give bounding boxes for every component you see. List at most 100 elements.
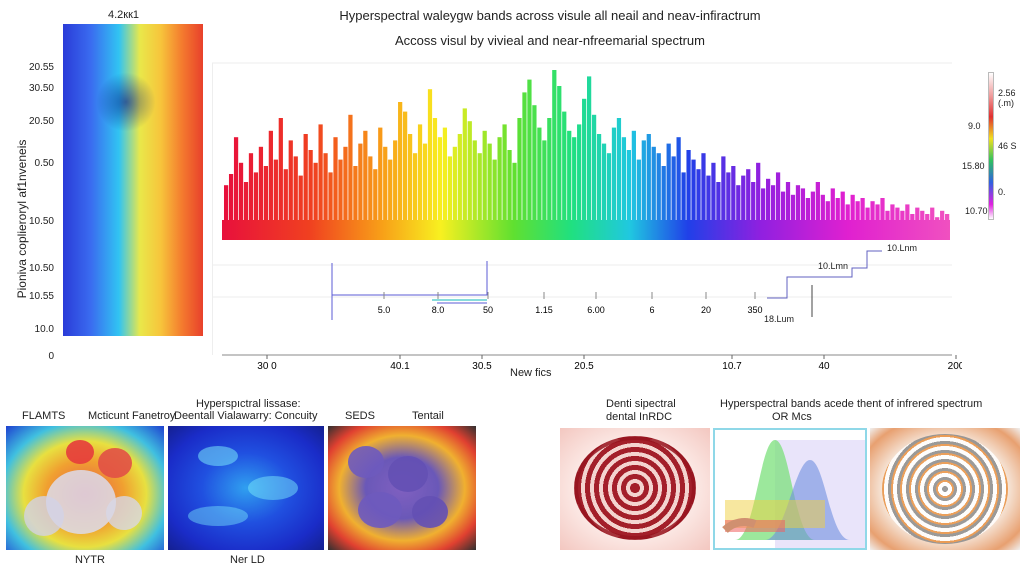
- spectrum-bar: [557, 86, 562, 230]
- spectrum-bar: [651, 146, 656, 230]
- spectrum-bar: [283, 169, 288, 230]
- spectrum-bar: [298, 175, 303, 230]
- spectrum-bar: [532, 105, 537, 230]
- spectrum-bar: [407, 134, 413, 230]
- spectral-curves-illustration: [722, 440, 865, 548]
- panel2-title-2: Deentall Vialawarry: Concuity: [174, 410, 318, 422]
- heatmap-y-tick: 30.50: [28, 83, 54, 94]
- spectrum-bar: [810, 191, 815, 230]
- spectrum-bar: [368, 156, 373, 230]
- inner-tick-label: 5.0: [378, 305, 391, 315]
- heatmap-title: 4.2кк1: [108, 9, 140, 21]
- chart-title: Hyperspectral waleygw bands across visul…: [339, 8, 761, 23]
- spectrum-bar: [388, 159, 393, 230]
- spectrum-bar-chart: 5.0 8.0 50 1.15 6.00 6 20 350 30 0 40.1 30.5 20.5 1…: [212, 62, 962, 372]
- spectrum-bar: [646, 134, 651, 230]
- heatmap-y-tick: 10.0: [34, 324, 54, 335]
- spectrum-bar: [587, 76, 592, 231]
- spectrum-bar: [875, 204, 880, 230]
- spectrum-bar: [721, 156, 726, 230]
- spectrum-bar: [800, 188, 806, 230]
- spectral-curves-panel: [713, 428, 867, 550]
- panel2-bottom-label: Ner LD: [230, 554, 265, 566]
- spectrum-bar: [880, 198, 885, 230]
- spectrum-bar: [572, 137, 577, 230]
- colorbar-label: 15.80: [962, 161, 985, 171]
- spectrum-bar: [308, 150, 313, 230]
- colorbar-label: 46 S: [998, 141, 1017, 151]
- spectrum-bar: [373, 169, 378, 230]
- spectrum-bar: [770, 185, 776, 230]
- spectrum-bar: [681, 172, 686, 230]
- spectrum-bar: [716, 182, 721, 230]
- spectrum-bar: [358, 143, 363, 230]
- spectrum-bar: [328, 172, 333, 230]
- spectrum-bar: [621, 137, 627, 230]
- spectrum-bar: [462, 108, 467, 230]
- step-line-left: [331, 261, 488, 320]
- spectrum-bar: [517, 118, 522, 230]
- inner-tick-label: 50: [483, 305, 493, 315]
- spectrum-bar: [363, 130, 368, 230]
- spectrum-bar: [437, 137, 443, 230]
- spectrum-bar: [676, 137, 681, 230]
- spectrum-bar: [815, 182, 820, 230]
- x-tick-label: 30 0: [257, 361, 277, 372]
- spectrum-bar: [228, 174, 234, 230]
- spectrum-bar: [780, 191, 786, 230]
- inner-tick-label: 8.0: [432, 305, 445, 315]
- spectrum-bar: [263, 166, 269, 230]
- tissue-heatmap-panel-2: [168, 426, 324, 550]
- x-tick-label: 40: [818, 361, 830, 372]
- spectrum-bar: [288, 140, 293, 230]
- spectrum-bar: [278, 118, 283, 230]
- spectrum-bar: [383, 146, 388, 230]
- panel3-left-label: SEDS: [345, 410, 375, 422]
- heatmap-y-tick: 10.50: [28, 263, 54, 274]
- spectrum-bar: [611, 127, 617, 230]
- chart-subtitle: Accoss visul by vivieal and near-nfreema…: [395, 33, 705, 48]
- spectrum-bar: [795, 185, 801, 230]
- spectrum-bar: [378, 127, 383, 230]
- panel5-title-2: OR Mcs: [772, 411, 812, 423]
- spectrum-bar: [268, 130, 273, 230]
- spectrum-bar: [766, 178, 771, 230]
- spectrum-bar: [895, 207, 900, 230]
- spectrum-bar: [686, 150, 691, 230]
- spectrum-bar: [855, 201, 860, 230]
- spectrum-band: [222, 220, 950, 240]
- spectrum-bar: [641, 140, 646, 230]
- spectrum-bar: [258, 146, 264, 230]
- x-ticks-group: 30 0 40.1 30.5 20.5 10.7 40 200: [257, 355, 962, 372]
- spectrum-bar: [403, 111, 408, 230]
- spectrum-bar: [736, 185, 741, 230]
- x-tick-label: 10.7: [722, 361, 742, 372]
- spectrum-bar: [606, 153, 612, 230]
- spectrum-bar: [412, 153, 418, 230]
- tissue-heatmap-panel-1: [6, 426, 164, 550]
- spectrum-bar: [417, 124, 423, 230]
- spectrum-bar: [522, 92, 527, 231]
- panel3-right-label: Tentail: [412, 410, 444, 422]
- x-axis-label: New fics: [510, 367, 552, 379]
- spectrum-bar: [472, 140, 477, 230]
- spectrum-bar: [830, 188, 835, 230]
- bars-group: [224, 70, 950, 231]
- spectrum-bar: [323, 153, 328, 230]
- spectrum-bar: [537, 127, 542, 230]
- spectrum-bar: [482, 130, 487, 230]
- spectrum-bar: [865, 207, 870, 230]
- spectrum-bar: [457, 134, 462, 230]
- annotation-1: 10.Lnm: [887, 243, 918, 253]
- annotation-2: 10.Lmn: [818, 261, 849, 271]
- spectrum-bar: [318, 124, 323, 230]
- spectrum-bar: [905, 204, 910, 230]
- spectrum-bar: [666, 143, 671, 230]
- spectrum-bar: [432, 118, 438, 230]
- inner-tick-label: 1.15: [535, 305, 553, 315]
- spectrum-bar: [447, 156, 452, 230]
- spectrum-bar: [656, 153, 661, 230]
- spectrum-bar: [706, 175, 711, 230]
- spectrum-bar: [547, 118, 552, 230]
- step-line-right: [767, 250, 882, 299]
